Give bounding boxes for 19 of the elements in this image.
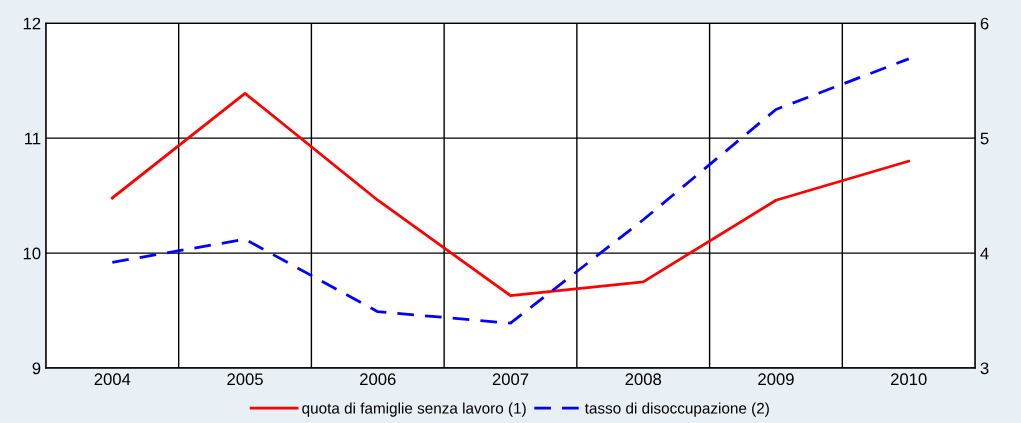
x-tick-label: 2010	[890, 373, 927, 386]
x-tick-label: 2004	[94, 373, 131, 386]
y-tick-label: 10	[23, 247, 41, 260]
y-tick-label: 9	[32, 362, 41, 375]
y-tick-label: 12	[23, 17, 41, 30]
x-tick-label: 2006	[360, 373, 396, 386]
y-tick-label: 11	[25, 132, 41, 145]
legend-label: quota di famiglie senza lavoro (1)	[302, 402, 526, 417]
y2-tick-label: 4	[980, 247, 989, 260]
x-tick-label: 2008	[625, 373, 662, 386]
line-series	[110, 91, 911, 297]
x-tick-label: 2005	[227, 373, 263, 386]
legend-label: tasso di disoccupazione (2)	[584, 402, 769, 417]
x-tick-label: 2007	[492, 373, 529, 386]
x-tick-label: 2009	[758, 373, 794, 386]
y2-tick-label: 3	[980, 362, 989, 375]
y2-tick-label: 6	[980, 17, 989, 30]
line-series	[110, 57, 911, 325]
y2-tick-label: 5	[980, 132, 989, 145]
